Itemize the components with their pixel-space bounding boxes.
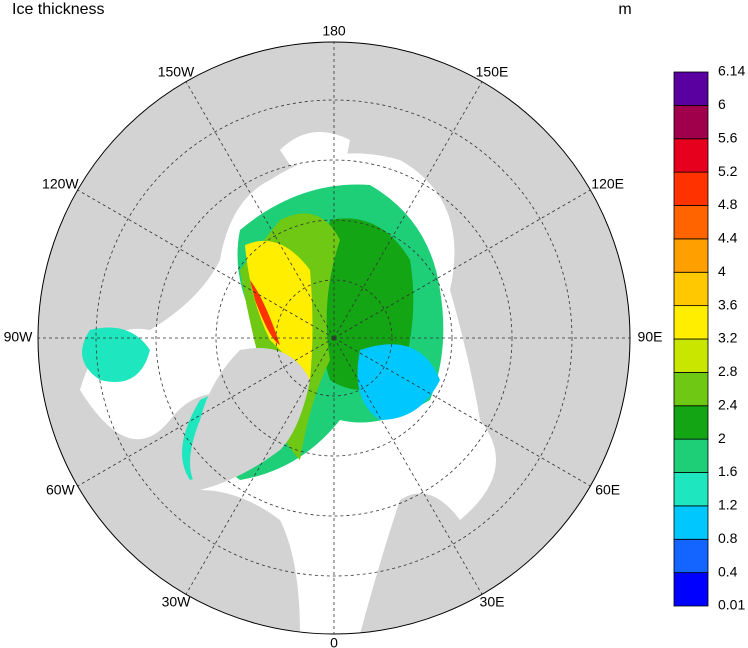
colorbar: 0.01 0.4 0.8 1.2 1.6 2 2.4 2.8 3.2 3.6 4 4.4 4.8 5.2 5… bbox=[673, 63, 745, 613]
colorbar-box bbox=[673, 438, 709, 473]
colorbar-box bbox=[673, 104, 709, 140]
colorbar-box bbox=[673, 271, 709, 307]
meridians bbox=[38, 42, 630, 634]
longitude-label: 60W bbox=[46, 482, 76, 498]
longitude-label: 150W bbox=[158, 64, 195, 80]
colorbar-label: 2.8 bbox=[718, 363, 738, 379]
longitude-label: 180 bbox=[322, 23, 346, 39]
meridian bbox=[333, 81, 483, 339]
colorbar-box bbox=[673, 538, 709, 574]
colorbar-label: 3.2 bbox=[718, 330, 738, 346]
colorbar-box bbox=[673, 371, 709, 407]
colorbar-box bbox=[673, 138, 709, 173]
colorbar-label: 5.2 bbox=[718, 163, 738, 179]
longitude-label: 30E bbox=[480, 594, 505, 610]
ocean bbox=[280, 132, 350, 165]
longitude-label: 90W bbox=[4, 329, 34, 345]
map-border bbox=[37, 41, 631, 635]
colorbar-box bbox=[673, 305, 709, 340]
map-body bbox=[38, 42, 630, 634]
colorbar-box bbox=[673, 505, 709, 540]
greenland bbox=[190, 348, 310, 490]
latitude-line bbox=[95, 99, 573, 577]
longitude-label: 0 bbox=[330, 635, 338, 648]
colorbar-label: 0.4 bbox=[718, 563, 738, 579]
ice bbox=[82, 327, 150, 382]
colorbar-label: 6 bbox=[718, 96, 726, 112]
meridian bbox=[333, 189, 591, 339]
ice bbox=[250, 280, 280, 345]
colorbar-box bbox=[673, 338, 709, 373]
longitude-label: 120E bbox=[591, 176, 624, 192]
longitude-label: 90E bbox=[638, 329, 663, 345]
meridian bbox=[333, 337, 591, 487]
ice bbox=[245, 240, 313, 380]
longitude-label: 30W bbox=[162, 594, 192, 610]
colorbar-label: 3.6 bbox=[718, 296, 738, 312]
colorbar-box bbox=[673, 405, 709, 440]
colorbar-label: 4 bbox=[718, 263, 726, 279]
colorbar-label: 1.6 bbox=[718, 463, 738, 479]
longitude-label: 60E bbox=[595, 482, 620, 498]
colorbar-label: 0.8 bbox=[718, 530, 738, 546]
colorbar-label: 1.2 bbox=[718, 497, 738, 513]
longitude-label: 150E bbox=[476, 64, 509, 80]
colorbar-label: 4.4 bbox=[718, 230, 738, 246]
meridian bbox=[77, 337, 335, 487]
colorbar-box bbox=[673, 472, 709, 507]
map-title: Ice thickness bbox=[12, 1, 104, 18]
meridian bbox=[333, 337, 483, 595]
colorbar-label: 5.6 bbox=[718, 129, 738, 145]
units: m bbox=[618, 1, 631, 18]
latitude-line bbox=[215, 219, 453, 457]
meridian bbox=[185, 81, 335, 339]
longitude-label: 120W bbox=[42, 176, 79, 192]
colorbar-label: 4.8 bbox=[718, 196, 738, 212]
colorbar-label: 2 bbox=[718, 430, 726, 446]
longitude-labels: 180 150E 120E 90E 60E 30E 0 30W 60W 90W 120W 150W bbox=[4, 23, 663, 648]
colorbar-label: 2.4 bbox=[718, 396, 738, 412]
colorbar-label: 6.14 bbox=[718, 63, 745, 79]
meridian bbox=[185, 337, 335, 595]
latitude-line bbox=[275, 279, 393, 397]
colorbar-box bbox=[673, 71, 709, 106]
colorbar-box bbox=[673, 171, 709, 206]
colorbar-label: 0.01 bbox=[718, 597, 745, 613]
colorbar-box bbox=[673, 572, 709, 607]
colorbar-box bbox=[673, 238, 709, 273]
colorbar-box bbox=[673, 205, 709, 240]
latitude-line bbox=[155, 159, 513, 517]
meridian bbox=[77, 189, 335, 339]
